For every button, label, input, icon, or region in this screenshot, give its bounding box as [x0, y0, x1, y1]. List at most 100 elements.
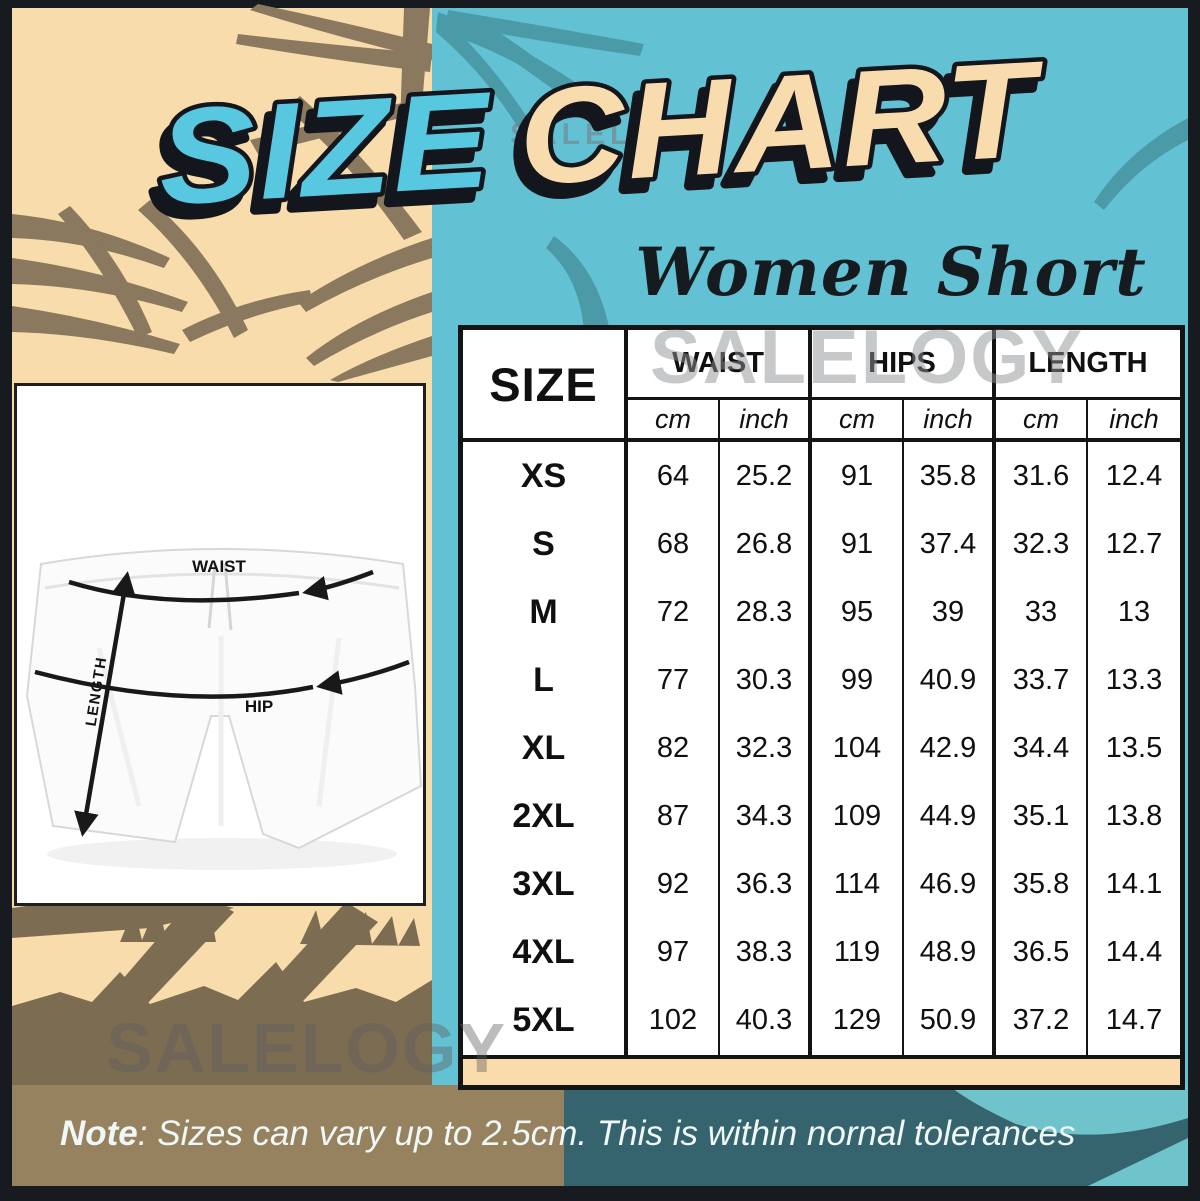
table-row-l: L 77 30.3 99 40.9 33.7 13.3 [463, 646, 1180, 715]
shorts-shadow [47, 838, 397, 870]
size-cell: XL [463, 714, 628, 783]
title-text: SIZE CHART [154, 32, 1050, 233]
value-cell: 91 [812, 510, 904, 579]
table-row-2xl: 2XL 87 34.3 109 44.9 35.1 13.8 [463, 782, 1180, 851]
value-cell: 68 [628, 510, 720, 579]
value-cell: 97 [628, 918, 720, 987]
light-teal-patch [948, 1085, 1188, 1135]
value-cell: 40.9 [904, 646, 996, 715]
table-row-3xl: 3XL 92 36.3 114 46.9 35.8 14.1 [463, 850, 1180, 919]
value-cell: 114 [812, 850, 904, 919]
value-cell: 46.9 [904, 850, 996, 919]
value-cell: 109 [812, 782, 904, 851]
brown-palm-fronds-icon [12, 4, 432, 382]
value-cell: 13 [1117, 595, 1151, 628]
table-body: XS 64 25.2 91 35.8 31.6 12.4 S 68 26.8 9… [463, 442, 1180, 1055]
value-cell: 35.8 [904, 442, 996, 511]
value-cell: 119 [812, 918, 904, 987]
value-cell: 37.4 [904, 510, 996, 579]
value-cell: 42.9 [904, 714, 996, 783]
value-cell: 32.3 [996, 510, 1088, 579]
value-cell: 50.9 [904, 986, 996, 1055]
value-cell: 37.2 [996, 986, 1088, 1055]
product-diagram-box: WAIST LENGTH HIP [14, 383, 426, 906]
unit-header: inch [904, 400, 996, 438]
size-cell: M [463, 578, 628, 647]
hip-arrow-head [316, 659, 410, 695]
value-cell: 104 [812, 714, 904, 783]
unit-header: inch [720, 400, 812, 438]
value-cell: 14.4 [1105, 936, 1163, 969]
value-cell: 13.8 [1105, 800, 1163, 833]
table-header: SIZE WAIST HIPS LENGTH cm inch cm inch c… [463, 330, 1180, 442]
length-arrow [74, 571, 136, 837]
value-cell: 28.3 [720, 578, 812, 647]
value-cell: 12.7 [1105, 527, 1163, 560]
value-cell: 14.1 [1105, 868, 1163, 901]
value-cell: 14.7 [1105, 1004, 1163, 1037]
value-cell: 129 [812, 986, 904, 1055]
brown-note-band [12, 1085, 564, 1186]
size-cell: S [463, 510, 628, 579]
value-cell: 91 [812, 442, 904, 511]
value-cell: 92 [628, 850, 720, 919]
size-cell: 3XL [463, 850, 628, 919]
value-cell: 33 [996, 578, 1088, 647]
value-cell: 77 [628, 646, 720, 715]
unit-header: cm [996, 400, 1088, 438]
value-cell: 44.9 [904, 782, 996, 851]
subtitle: Women Short [635, 233, 1147, 311]
table-row-xs: XS 64 25.2 91 35.8 31.6 12.4 [463, 442, 1180, 511]
size-cell: L [463, 646, 628, 715]
length-group-header: LENGTH [996, 330, 1180, 400]
value-cell: 95 [812, 578, 904, 647]
title-graphic: SIZE CHART SIZE CHART [142, 28, 1055, 244]
waist-arrow-head [302, 569, 374, 601]
value-cell: 34.3 [720, 782, 812, 851]
value-cell: 72 [628, 578, 720, 647]
light-teal-corner [1088, 1138, 1188, 1186]
value-cell: 38.3 [720, 918, 812, 987]
value-cell: 13.3 [1105, 663, 1163, 696]
title-word-size: SIZE [154, 63, 497, 233]
hip-label: HIP [245, 697, 273, 716]
table-row-xl: XL 82 32.3 104 42.9 34.4 13.5 [463, 714, 1180, 783]
value-cell: 34.4 [996, 714, 1088, 783]
value-cell: 32.3 [720, 714, 812, 783]
value-cell: 40.3 [720, 986, 812, 1055]
size-table: SIZE WAIST HIPS LENGTH cm inch cm inch c… [458, 325, 1185, 1090]
note-text: Note: Sizes can vary up to 2.5cm. This i… [60, 1114, 1170, 1154]
value-cell: 102 [628, 986, 720, 1055]
size-cell: 2XL [463, 782, 628, 851]
title-word-chart: CHART [515, 32, 1050, 213]
note-body: : Sizes can vary up to 2.5cm. This is wi… [137, 1114, 1076, 1153]
shorts-diagram-svg: WAIST LENGTH HIP [25, 548, 423, 870]
title-shadow: SIZE CHART [146, 44, 1042, 244]
value-cell: 12.4 [1105, 459, 1163, 492]
value-cell: 48.9 [904, 918, 996, 987]
size-cell: 4XL [463, 918, 628, 987]
value-cell: 39 [904, 578, 996, 647]
value-cell: 30.3 [720, 646, 812, 715]
unit-header: cm [628, 400, 720, 438]
size-column-header: SIZE [463, 330, 628, 438]
value-cell: 25.2 [720, 442, 812, 511]
table-row-4xl: 4XL 97 38.3 119 48.9 36.5 14.4 [463, 918, 1180, 987]
value-cell: 33.7 [996, 646, 1088, 715]
palm-trunks-icon [12, 888, 432, 1090]
size-cell: 5XL [463, 986, 628, 1055]
value-cell: 99 [812, 646, 904, 715]
table-row-m: M 72 28.3 95 39 33 13 [463, 578, 1180, 647]
value-cell: 36.3 [720, 850, 812, 919]
value-cell: 26.8 [720, 510, 812, 579]
value-cell: 35.8 [996, 850, 1088, 919]
hip-arrow [34, 669, 314, 699]
waist-label: WAIST [192, 557, 246, 576]
table-row-s: S 68 26.8 91 37.4 32.3 12.7 [463, 510, 1180, 579]
value-cell: 82 [628, 714, 720, 783]
teal-palm-fronds-icon [436, 10, 1188, 332]
size-cell: XS [463, 442, 628, 511]
value-cell: 64 [628, 442, 720, 511]
value-cell: 13.5 [1105, 731, 1163, 764]
